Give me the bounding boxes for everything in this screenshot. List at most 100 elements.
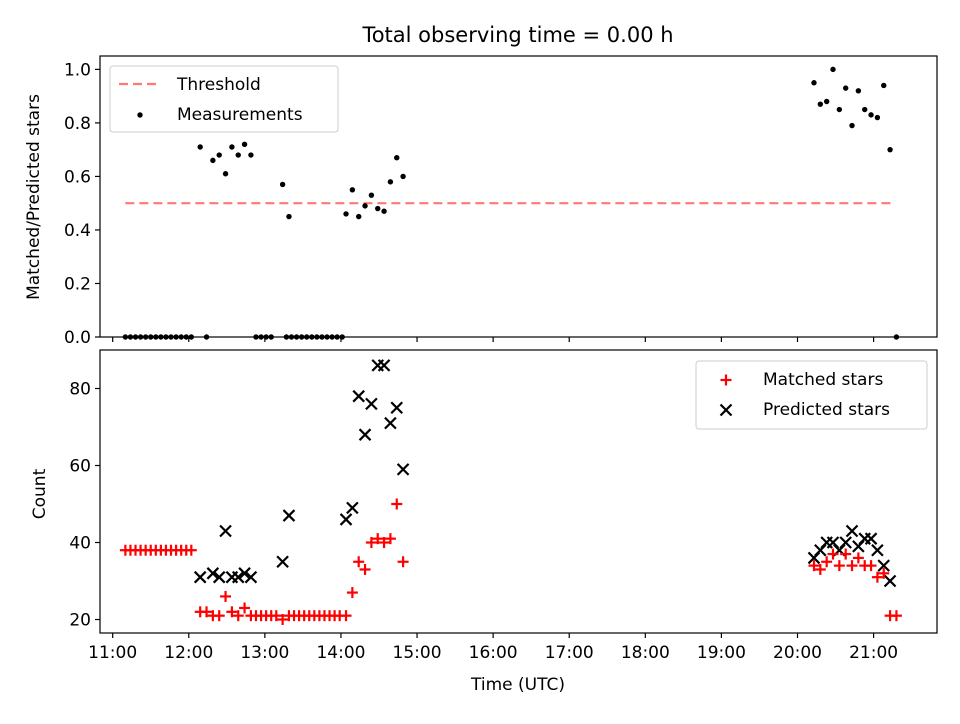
- matched-star-point: [378, 537, 390, 549]
- predicted-star-point: [390, 401, 404, 415]
- measurement-point: [836, 106, 843, 113]
- measurement-point: [235, 152, 241, 158]
- matched-star-point: [865, 560, 877, 572]
- predicted-star-point: [384, 416, 397, 430]
- bottom-x-tick-label: 18:00: [621, 643, 670, 663]
- bottom-plot-data: [119, 359, 902, 626]
- predicted-star-point-b: [276, 555, 289, 569]
- matched-star-point: [359, 563, 371, 575]
- measurement-point: [381, 208, 387, 214]
- top-y-tick-label: 0.6: [64, 167, 91, 187]
- predicted-star-point-b: [864, 532, 878, 545]
- matched-star-point: [201, 606, 213, 618]
- predicted-star-point-b: [212, 570, 226, 584]
- predicted-star-point: [377, 359, 391, 372]
- measurement-point: [823, 98, 830, 105]
- matched-star-point: [814, 563, 826, 575]
- top-y-axis-label: Matched/Predicted stars: [24, 94, 44, 300]
- matched-star-point: [890, 610, 902, 622]
- matched-star-point: [878, 567, 890, 579]
- legend-predicted-label: Predicted stars: [763, 400, 890, 420]
- predicted-star-point-b: [384, 416, 397, 430]
- measurement-point: [394, 154, 400, 161]
- predicted-star-point: [212, 570, 226, 584]
- predicted-star-point: [877, 559, 891, 572]
- measurement-point: [849, 122, 855, 129]
- measurement-point: [241, 141, 248, 148]
- measurement-point: [368, 192, 375, 198]
- measurement-point: [279, 181, 286, 188]
- predicted-star-point-b: [206, 567, 220, 580]
- top-legend: Threshold Measurements: [109, 65, 339, 133]
- top-y-tick-label: 1.0: [64, 60, 91, 80]
- legend-threshold-label: Threshold: [176, 75, 261, 95]
- predicted-star-point: [219, 524, 232, 538]
- predicted-star-point: [276, 555, 289, 569]
- matched-star-point: [232, 610, 244, 622]
- bottom-x-tick-label: 12:00: [164, 643, 213, 663]
- bottom-x-tick-label: 11:00: [88, 643, 137, 663]
- predicted-star-point-b: [193, 570, 207, 584]
- top-axes: 0.0 0.2 0.4 0.6 0.8 1.0: [64, 55, 938, 348]
- predicted-star-point: [839, 536, 852, 549]
- matched-star-point: [220, 590, 232, 602]
- predicted-star-point: [352, 389, 365, 403]
- predicted-star-point: [238, 567, 251, 580]
- matched-star-point: [372, 533, 384, 545]
- matched-star-point: [852, 552, 864, 564]
- measurement-point: [216, 152, 222, 158]
- predicted-star-point-b: [839, 536, 852, 549]
- measurement-point: [286, 213, 292, 220]
- bottom-y-tick-label: 40: [69, 534, 91, 554]
- legend-predicted-swatch-b: [719, 403, 733, 417]
- predicted-star-point-b: [826, 536, 840, 549]
- predicted-star-point-b: [883, 574, 897, 588]
- predicted-star-point-b: [238, 567, 251, 580]
- matched-star-point: [846, 560, 858, 572]
- predicted-star-point: [396, 463, 410, 476]
- measurement-point: [842, 85, 849, 91]
- predicted-star-point-b: [845, 524, 859, 538]
- bottom-legend-box: [695, 360, 928, 430]
- matched-star-point: [840, 548, 852, 560]
- bottom-y-tick-label: 20: [69, 611, 91, 631]
- bottom-x-tick-label: 20:00: [773, 643, 822, 663]
- measurement-point: [811, 80, 817, 86]
- matched-star-point: [384, 533, 396, 545]
- predicted-star-point-b: [396, 463, 410, 476]
- measurement-point: [197, 144, 203, 150]
- predicted-star-point-b: [352, 389, 365, 403]
- matched-star-point: [277, 614, 289, 626]
- measurement-point: [400, 173, 406, 180]
- top-y-tick-label: 0.4: [64, 221, 91, 241]
- top-axes-frame: [99, 55, 938, 338]
- matched-star-point: [239, 602, 251, 614]
- predicted-star-point: [244, 570, 258, 584]
- measurement-point: [855, 88, 862, 94]
- matched-star-point: [391, 498, 403, 510]
- measurement-point: [817, 101, 824, 107]
- measurement-point: [222, 171, 229, 177]
- matched-star-point: [340, 610, 352, 622]
- predicted-star-point-b: [871, 543, 884, 557]
- bottom-legend: Matched stars Predicted stars: [695, 360, 928, 430]
- predicted-star-point: [883, 574, 897, 588]
- bottom-x-tick-label: 21:00: [849, 643, 898, 663]
- legend-matched-swatch: [720, 374, 732, 386]
- bottom-x-axis-label: Time (UTC): [470, 675, 565, 695]
- matched-star-point: [397, 556, 409, 568]
- bottom-x-tick-label: 13:00: [240, 643, 289, 663]
- matched-star-point: [821, 556, 833, 568]
- bottom-x-tick-label: 15:00: [393, 643, 442, 663]
- measurement-point: [862, 106, 868, 113]
- predicted-star-point: [871, 543, 884, 557]
- measurement-point: [881, 82, 887, 89]
- matched-star-point: [353, 556, 365, 568]
- measurement-point: [349, 187, 356, 193]
- measurement-point: [210, 157, 216, 164]
- matched-star-point: [270, 610, 282, 622]
- bottom-axes-frame: [99, 349, 938, 634]
- bottom-y-tick-label: 80: [69, 380, 91, 400]
- legend-measurements-label: Measurements: [177, 105, 303, 125]
